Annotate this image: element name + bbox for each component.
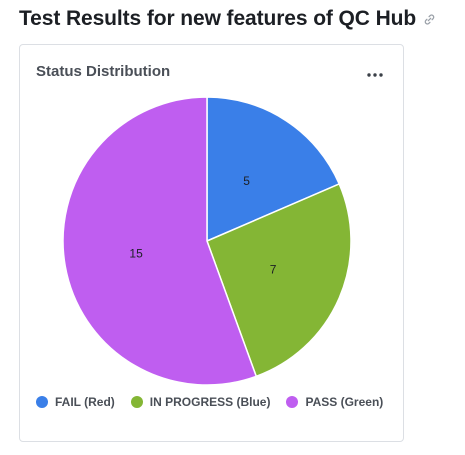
more-options-button[interactable]	[363, 65, 387, 85]
legend-dot-icon	[286, 396, 299, 408]
pie-slice[interactable]	[206, 96, 341, 243]
chart-title: Status Distribution	[36, 63, 171, 80]
link-icon[interactable]	[422, 12, 436, 26]
pie-slice[interactable]	[206, 182, 352, 378]
pie-slice[interactable]	[62, 96, 258, 385]
slice-value-label: 7	[270, 263, 277, 277]
page-header: Test Results for new features of QC Hub	[19, 4, 461, 34]
legend-label: FAIL (Red)	[55, 395, 115, 409]
legend-item[interactable]: FAIL (Red)	[36, 395, 115, 409]
legend-dot-icon	[36, 396, 48, 408]
slice-value-label: 5	[243, 174, 250, 188]
pie-chart: 5 7 15	[62, 96, 352, 385]
legend-label: IN PROGRESS (Blue)	[149, 395, 271, 409]
legend-item[interactable]: PASS (Green)	[286, 395, 383, 409]
chart-card: Status Distribution 5 7 15 FAIL (Red) IN PR…	[19, 44, 404, 442]
slice-value-label: 15	[129, 247, 143, 261]
legend-dot-icon	[130, 396, 143, 408]
more-horizontal-icon	[367, 73, 383, 77]
chart-legend: FAIL (Red) IN PROGRESS (Blue) PASS (Green)	[36, 395, 383, 409]
legend-item[interactable]: IN PROGRESS (Blue)	[130, 395, 271, 409]
legend-label: PASS (Green)	[305, 395, 384, 409]
page-title: Test Results for new features of QC Hub	[19, 7, 417, 30]
